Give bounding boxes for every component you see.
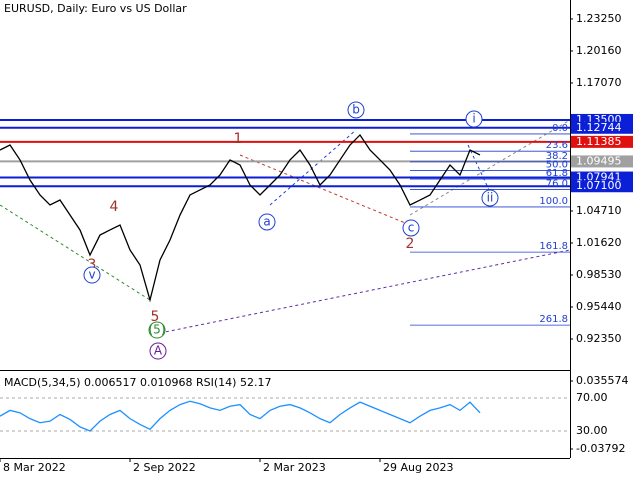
level-tag <box>571 180 633 193</box>
x-tick-label: 29 Aug 2023 <box>383 461 453 474</box>
y-tick-label: 0.035574 <box>576 374 629 387</box>
fib-label: 61.8 <box>546 168 568 179</box>
price-line <box>0 133 481 303</box>
wave-circle <box>148 321 166 339</box>
fib-label: 100.0 <box>539 196 568 207</box>
wave-label: a <box>263 214 270 228</box>
fib-label: 161.8 <box>539 241 568 252</box>
fib-label: 0.0 <box>552 123 568 134</box>
wave-circle <box>149 342 167 360</box>
x-tick-label: 2 Sep 2022 <box>133 461 196 474</box>
wave-label: v <box>88 268 95 282</box>
trend-line <box>159 249 571 334</box>
level-label: 1.11385 <box>576 135 622 148</box>
y-tick-label: -0.03792 <box>576 442 625 455</box>
wave-circle <box>465 110 483 128</box>
fib-label: 38.2 <box>546 151 568 162</box>
price-line <box>0 400 481 432</box>
level-tag <box>571 121 633 134</box>
y-tick-label: 0.98530 <box>576 268 622 281</box>
wave-circle <box>347 101 365 119</box>
wave-circle <box>83 266 101 284</box>
fib-label: 261.8 <box>539 314 568 325</box>
trend-line <box>269 129 357 206</box>
x-tick-label: 8 Mar 2022 <box>3 461 66 474</box>
level-label: 1.12744 <box>576 121 622 134</box>
wave-circle <box>481 189 499 207</box>
wave-label: 1 <box>234 131 243 147</box>
level-tag <box>571 155 633 168</box>
y-tick-label: 1.23250 <box>576 12 622 25</box>
level-tag <box>571 135 633 148</box>
y-tick-label: 30.00 <box>576 424 608 437</box>
x-tick-label: 2 Mar 2023 <box>263 461 326 474</box>
y-tick-label: 1.20160 <box>576 44 622 57</box>
wave-circle <box>258 213 276 231</box>
wave-label: 5 <box>151 309 160 325</box>
level-label: 1.07100 <box>576 179 622 192</box>
y-tick-label: 1.17070 <box>576 76 622 89</box>
fib-label: 50.0 <box>546 159 568 170</box>
wave-label: A <box>154 344 163 358</box>
wave-label: i <box>472 112 475 126</box>
y-tick-label: 70.00 <box>576 391 608 404</box>
wave-label: c <box>408 220 415 234</box>
wave-label: b <box>352 103 360 117</box>
trend-line <box>467 144 491 193</box>
trend-line <box>409 119 571 216</box>
y-tick-label: 0.92350 <box>576 332 622 345</box>
wave-label: 3 <box>88 257 97 273</box>
fib-label: 76.0 <box>546 178 568 189</box>
chart-title: EURUSD, Daily: Euro vs US Dollar <box>4 2 187 15</box>
trend-line <box>239 154 411 226</box>
indicator-title: MACD(5,34,5) 0.006517 0.010968 RSI(14) 5… <box>4 376 271 389</box>
wave-label: 4 <box>110 199 119 215</box>
level-label: 1.09495 <box>576 154 622 167</box>
y-tick-label: 1.04710 <box>576 204 622 217</box>
wave-label: ii <box>487 190 494 204</box>
wave-label: (5) <box>149 323 166 337</box>
fib-label: 23.6 <box>546 140 568 151</box>
y-tick-label: 1.01620 <box>576 236 622 249</box>
wave-circle <box>402 219 420 237</box>
y-tick-label: 0.95440 <box>576 300 622 313</box>
wave-label: 2 <box>406 236 415 252</box>
